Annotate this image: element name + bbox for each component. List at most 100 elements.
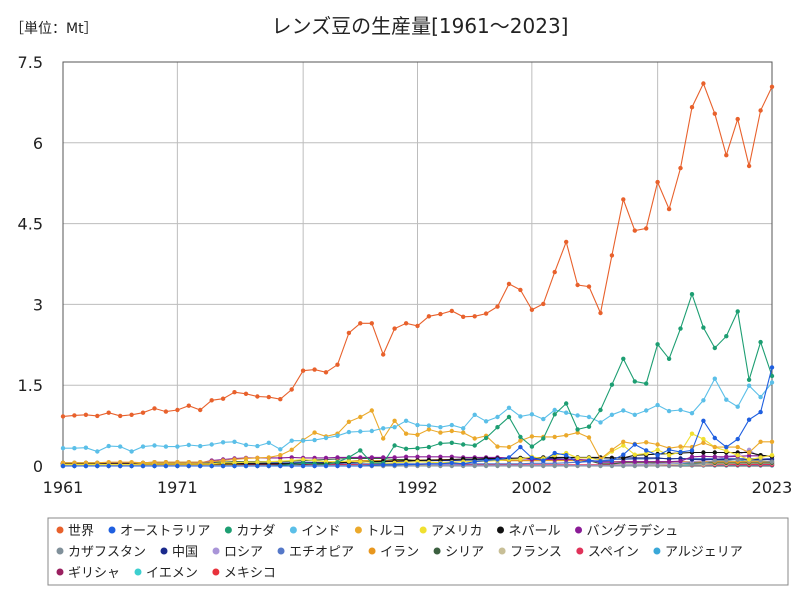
data-point: [438, 461, 443, 466]
data-point: [140, 410, 146, 415]
data-point: [106, 410, 111, 415]
data-point: [72, 460, 77, 465]
data-point: [129, 412, 134, 417]
legend-label: イラン: [380, 545, 419, 560]
data-point: [769, 459, 775, 464]
legend-item: 世界: [56, 524, 94, 539]
data-point: [701, 461, 706, 466]
legend-marker: [368, 547, 376, 555]
data-point: [746, 383, 752, 388]
data-point: [426, 461, 432, 466]
data-point: [735, 436, 740, 442]
data-point: [152, 460, 157, 465]
data-point: [278, 463, 283, 469]
legend-marker: [497, 526, 505, 534]
data-point: [609, 458, 615, 463]
data-point: [769, 453, 775, 458]
legend-label: アルジェリア: [665, 545, 743, 560]
data-point: [529, 412, 535, 417]
data-point: [346, 455, 352, 460]
data-point: [506, 463, 512, 469]
data-point: [746, 163, 752, 169]
legend-marker: [212, 547, 220, 555]
data-point: [129, 463, 134, 469]
data-point: [392, 326, 397, 331]
y-tick-label: 1.5: [18, 376, 43, 395]
data-point: [701, 436, 706, 442]
data-point: [575, 413, 580, 418]
data-point: [712, 435, 717, 441]
data-point: [266, 463, 271, 469]
x-tick-label: 2013: [637, 478, 678, 497]
data-point: [712, 458, 717, 463]
data-point: [541, 301, 546, 307]
legend-marker: [56, 526, 64, 534]
data-point: [644, 408, 649, 413]
data-point: [266, 459, 271, 464]
data-point: [483, 311, 489, 316]
data-point: [632, 228, 637, 233]
data-point: [724, 454, 729, 459]
data-point: [312, 367, 317, 372]
data-point: [83, 412, 89, 417]
data-point: [95, 460, 100, 465]
series-layer: [60, 81, 775, 469]
data-point: [186, 403, 191, 408]
data-point: [60, 446, 66, 451]
data-point: [346, 459, 352, 464]
data-point: [140, 444, 146, 449]
data-point: [289, 438, 294, 443]
data-point: [461, 461, 466, 466]
data-point: [518, 456, 523, 462]
data-point: [118, 413, 123, 419]
data-point: [95, 463, 100, 469]
data-point: [335, 463, 340, 469]
data-point: [266, 440, 271, 445]
data-point: [529, 463, 535, 469]
data-point: [449, 428, 454, 434]
data-point: [403, 431, 409, 436]
legend-label: トルコ: [366, 524, 405, 539]
y-tick-label: 4.5: [18, 215, 43, 234]
data-point: [609, 412, 615, 417]
data-point: [369, 463, 374, 468]
data-point: [323, 435, 329, 441]
series-3: [60, 376, 775, 454]
data-point: [735, 116, 740, 122]
legend-marker: [354, 526, 362, 534]
data-point: [666, 459, 672, 464]
data-point: [552, 412, 557, 417]
data-point: [392, 418, 397, 423]
data-point: [621, 455, 626, 461]
data-point: [746, 453, 752, 458]
legend-marker: [56, 568, 64, 576]
data-point: [552, 434, 557, 440]
data-point: [644, 381, 649, 386]
data-point: [346, 463, 352, 469]
data-point: [712, 376, 717, 381]
data-point: [232, 390, 237, 395]
data-point: [449, 460, 454, 465]
legend-marker: [433, 547, 441, 555]
data-point: [358, 448, 363, 453]
data-point: [552, 269, 557, 275]
legend-marker: [498, 547, 506, 555]
legend-label: ネパール: [509, 524, 561, 539]
data-point: [392, 425, 397, 430]
legend-item: メキシコ: [212, 566, 276, 581]
data-point: [255, 463, 260, 469]
data-point: [666, 356, 672, 361]
data-point: [438, 311, 443, 317]
data-point: [666, 463, 672, 469]
data-point: [552, 463, 557, 469]
data-point: [163, 460, 169, 465]
data-point: [495, 304, 500, 309]
data-point: [118, 460, 123, 465]
grid: [63, 62, 772, 466]
legend-marker: [224, 526, 232, 534]
data-point: [449, 308, 454, 314]
data-point: [403, 418, 409, 423]
data-point: [403, 446, 409, 451]
data-point: [758, 455, 763, 460]
data-point: [426, 444, 432, 450]
